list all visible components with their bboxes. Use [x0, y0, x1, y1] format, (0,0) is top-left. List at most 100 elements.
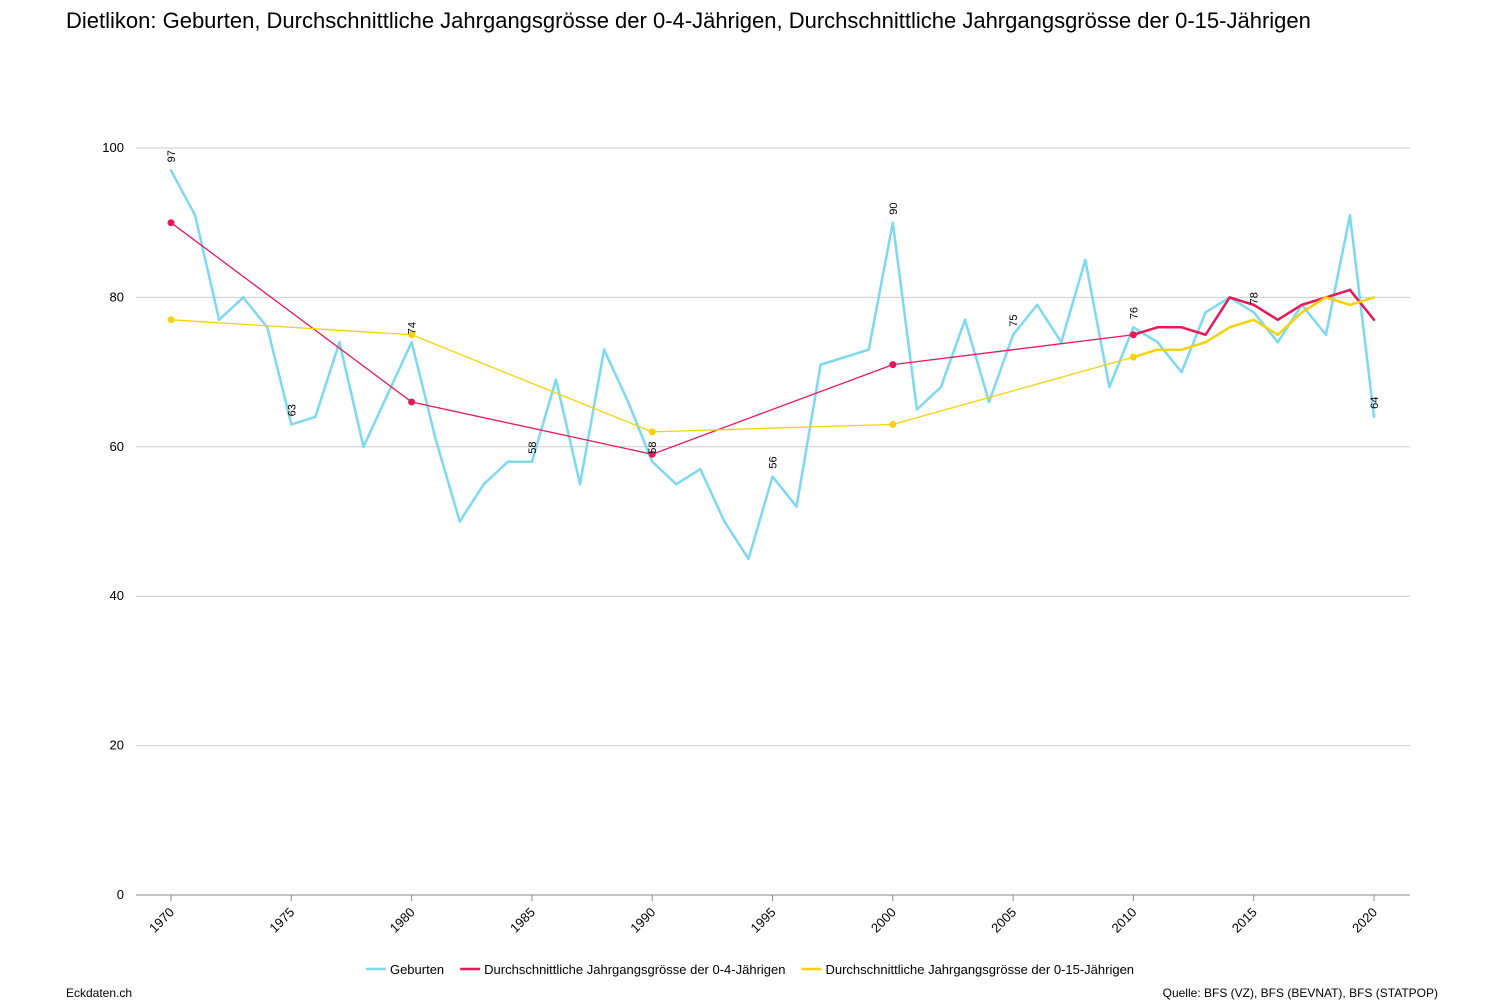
line-segment [1180, 340, 1207, 351]
line-segment [675, 467, 702, 486]
line-segment [1035, 303, 1063, 344]
line-segment [170, 319, 413, 336]
line-segment [338, 340, 365, 449]
line-segment [1252, 318, 1280, 336]
line-segment [410, 334, 653, 433]
line-segment [578, 348, 606, 486]
y-tick-label: 0 [117, 887, 124, 902]
line-segment [554, 378, 582, 486]
line-segment [1011, 303, 1039, 336]
line-segment [410, 401, 653, 455]
data-label: 75 [1008, 315, 1020, 327]
line-segment [241, 296, 269, 329]
line-segment [819, 355, 846, 366]
line-segment [699, 467, 726, 523]
line-segment [530, 378, 558, 463]
line-segment [915, 385, 943, 411]
data-label: 74 [407, 322, 419, 334]
line-segment [892, 356, 1135, 426]
data-label: 90 [888, 202, 900, 214]
line-segment [626, 400, 654, 463]
line-segment [1348, 288, 1376, 322]
line-segment [867, 221, 895, 351]
line-segment [891, 221, 919, 411]
line-segment [1132, 326, 1159, 344]
x-tick-label: 2005 [988, 905, 1019, 936]
x-tick-label: 1985 [507, 905, 538, 936]
line-segment [1300, 296, 1328, 314]
point-marker [408, 331, 416, 339]
x-tick-label: 1980 [387, 905, 418, 936]
line-segment [1348, 296, 1376, 307]
line-segment [747, 475, 774, 561]
data-label: 76 [1128, 307, 1140, 319]
line-segment [1180, 326, 1207, 336]
x-tick-label: 2010 [1108, 905, 1139, 936]
line-segment [651, 423, 894, 433]
line-segment [771, 475, 798, 508]
point-marker [408, 398, 416, 406]
y-tick-label: 40 [110, 588, 124, 603]
line-segment [482, 460, 510, 486]
data-label: 58 [647, 441, 659, 453]
data-label: 63 [286, 404, 298, 416]
y-tick-label: 80 [110, 289, 124, 304]
point-marker [889, 361, 897, 369]
line-segment [265, 326, 293, 426]
line-segment [410, 340, 437, 441]
y-tick-label: 20 [110, 738, 124, 753]
line-segment [939, 318, 967, 389]
line-segment [987, 333, 1015, 404]
line-segment [795, 363, 822, 508]
line-segment [1108, 326, 1135, 389]
line-segment [892, 334, 1135, 366]
chart-title: Dietlikon: Geburten, Durchschnittliche J… [66, 8, 1311, 33]
point-marker [648, 450, 656, 458]
x-tick-label: 1995 [748, 905, 779, 936]
line-segment [458, 482, 486, 523]
y-tick-label: 60 [110, 439, 124, 454]
point-marker [1129, 353, 1137, 361]
data-label: 97 [166, 150, 178, 162]
legend-label: Geburten [390, 962, 444, 977]
data-label: 56 [768, 456, 780, 468]
line-segment [1324, 296, 1352, 307]
x-tick-label: 1990 [627, 905, 658, 936]
line-segment [386, 340, 413, 396]
line-segment [1132, 326, 1159, 336]
line-segment [723, 520, 750, 561]
line-segment [314, 340, 341, 419]
legend-label: Durchschnittliche Jahrgangsgrösse der 0-… [484, 962, 785, 977]
x-tick-label: 2000 [868, 905, 899, 936]
line-segment [1252, 303, 1280, 322]
line-segment [1084, 258, 1111, 389]
point-marker [1129, 331, 1137, 339]
line-segment [602, 348, 630, 404]
line-segment [1324, 213, 1352, 336]
point-marker [167, 316, 175, 324]
line-segment [963, 318, 991, 404]
line-segment [217, 296, 245, 322]
data-label: 64 [1369, 397, 1381, 409]
line-segment [1059, 258, 1087, 344]
line-segment [1276, 311, 1304, 336]
line-segment [1156, 340, 1183, 374]
point-marker [167, 219, 175, 227]
line-segment [1132, 348, 1159, 359]
line-segment [434, 438, 461, 523]
y-tick-label: 100 [102, 140, 124, 155]
line-segment [1180, 311, 1207, 374]
line-segment [843, 348, 870, 359]
line-segment [170, 222, 413, 403]
line-segment [1348, 213, 1376, 419]
line-segment [1204, 296, 1231, 314]
x-tick-label: 1970 [146, 905, 177, 936]
x-tick-label: 2015 [1229, 905, 1260, 936]
line-segment [651, 363, 894, 455]
line-segment [362, 393, 389, 449]
line-segment [1204, 296, 1231, 336]
line-segment [1228, 318, 1255, 329]
point-marker [889, 420, 897, 428]
line-segment [290, 415, 317, 426]
